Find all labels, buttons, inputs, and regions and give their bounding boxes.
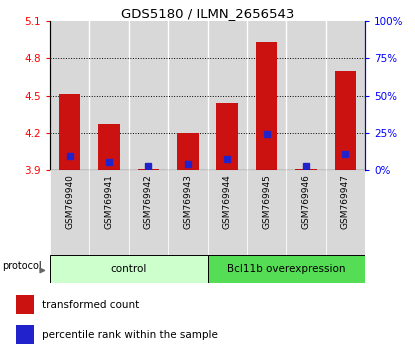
Text: GSM769946: GSM769946 [302, 174, 310, 229]
Text: GSM769945: GSM769945 [262, 174, 271, 229]
Bar [177, 133, 199, 170]
Bar [50, 255, 208, 283]
Text: GSM769941: GSM769941 [105, 174, 113, 229]
Text: percentile rank within the sample: percentile rank within the sample [42, 330, 218, 340]
Bar [168, 170, 208, 255]
Text: control: control [110, 264, 147, 274]
Text: transformed count: transformed count [42, 300, 139, 310]
Bar [89, 21, 129, 170]
Bar [295, 169, 317, 170]
Bar [334, 71, 356, 170]
Bar [50, 21, 89, 170]
Text: GSM769944: GSM769944 [223, 174, 232, 229]
Title: GDS5180 / ILMN_2656543: GDS5180 / ILMN_2656543 [121, 7, 294, 20]
Bar [247, 21, 286, 170]
Text: protocol: protocol [2, 261, 42, 271]
Bar [16, 325, 34, 344]
Text: Bcl11b overexpression: Bcl11b overexpression [227, 264, 346, 274]
Bar [326, 21, 365, 170]
Bar [168, 21, 208, 170]
Bar [208, 255, 365, 283]
Bar [129, 170, 168, 255]
Bar [286, 170, 326, 255]
Bar [216, 103, 238, 170]
Bar [129, 21, 168, 170]
Text: GSM769940: GSM769940 [65, 174, 74, 229]
Bar [208, 21, 247, 170]
Text: GSM769942: GSM769942 [144, 174, 153, 229]
Bar [89, 170, 129, 255]
Text: GSM769947: GSM769947 [341, 174, 350, 229]
Bar [326, 170, 365, 255]
Bar [208, 170, 247, 255]
Bar [286, 21, 326, 170]
Text: GSM769943: GSM769943 [183, 174, 192, 229]
Bar [256, 42, 278, 170]
Bar [50, 170, 89, 255]
Bar [247, 170, 286, 255]
Bar [98, 124, 120, 170]
Bar [137, 169, 159, 170]
Bar [16, 295, 34, 314]
Bar [59, 94, 81, 170]
